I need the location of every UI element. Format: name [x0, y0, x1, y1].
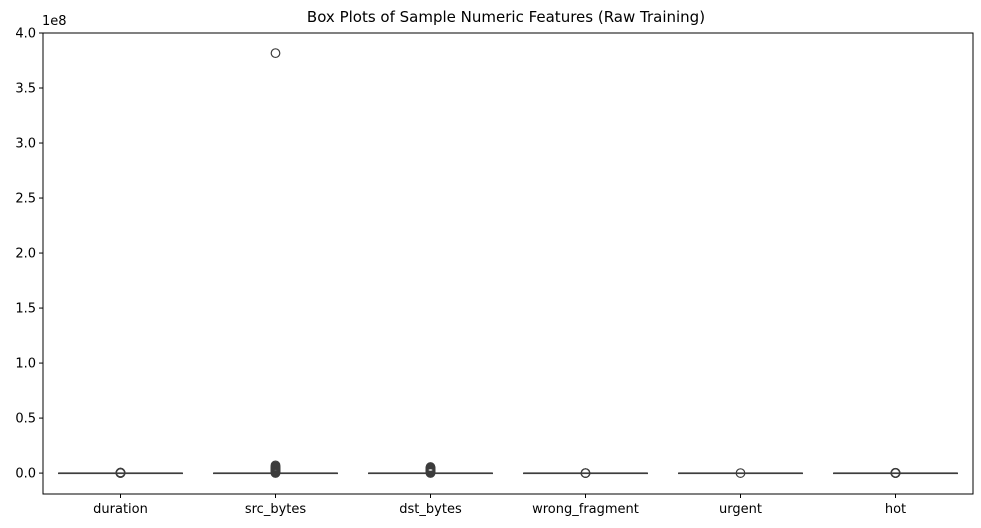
outlier-point [425, 462, 436, 472]
y-tick-label: 4.0 [15, 27, 36, 42]
chart-title: Box Plots of Sample Numeric Features (Ra… [307, 8, 705, 26]
outlier-point [735, 468, 746, 478]
y-tick-label: 0.5 [15, 412, 36, 427]
y-tick-label: 1.0 [15, 357, 36, 372]
y-tick-label: 0.0 [15, 467, 36, 482]
y-tick-label: 3.5 [15, 82, 36, 97]
x-tick-label: dst_bytes [399, 502, 462, 517]
box-iqr [523, 472, 648, 475]
plot-area: 0.0 0.5 1.0 1.5 2.0 2.5 3.0 3.5 4.0 duration src_b… [15, 27, 974, 517]
x-tick-label: hot [885, 502, 906, 517]
outlier-point [270, 460, 281, 471]
box-iqr [58, 472, 183, 475]
outlier-point [580, 468, 591, 478]
x-tick-label: duration [93, 502, 148, 517]
y-tick-label: 2.5 [15, 192, 36, 207]
x-tick-label: urgent [719, 502, 762, 517]
x-tick-label: wrong_fragment [532, 502, 639, 517]
outlier-point [270, 48, 281, 59]
outlier-point [890, 467, 901, 478]
outlier-point [115, 467, 126, 478]
box-iqr [833, 472, 958, 475]
y-tick-label: 3.0 [15, 137, 36, 152]
y-tick-label: 2.0 [15, 247, 36, 262]
axes-frame [42, 32, 974, 495]
y-axis-scale-note: 1e8 [42, 14, 67, 29]
box-iqr [678, 472, 803, 475]
y-tick-label: 1.5 [15, 302, 36, 317]
x-tick-label: src_bytes [245, 502, 307, 517]
